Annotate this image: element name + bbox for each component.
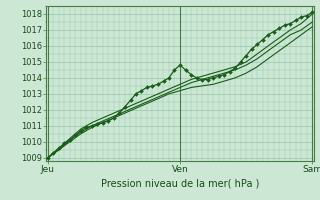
X-axis label: Pression niveau de la mer( hPa ): Pression niveau de la mer( hPa ) — [101, 178, 259, 188]
